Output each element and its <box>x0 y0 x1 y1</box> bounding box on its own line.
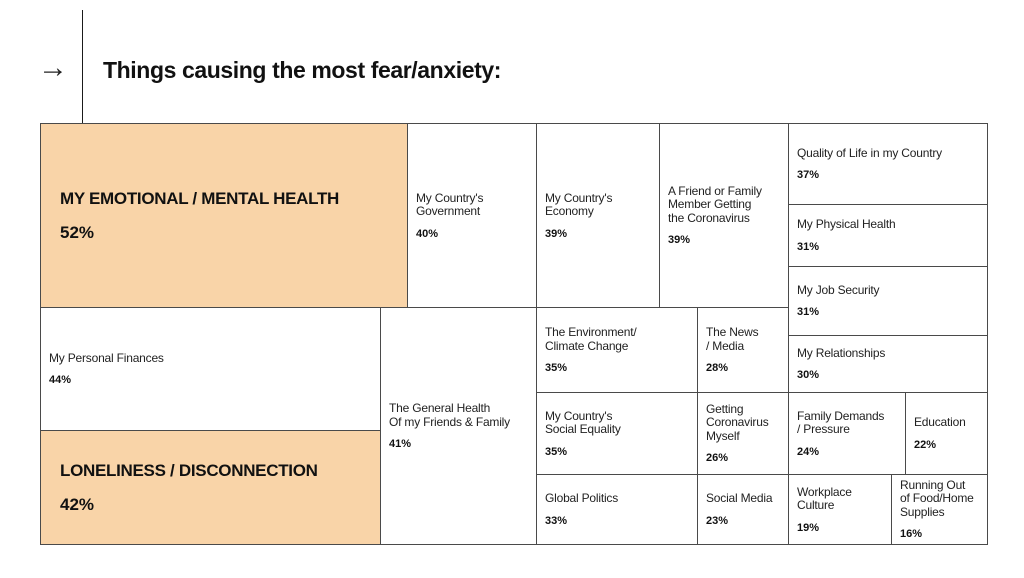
cell-value: 23% <box>706 514 729 527</box>
cell-label: The Environment/ Climate Change <box>545 325 637 353</box>
cell-value: 44% <box>49 374 72 387</box>
cell-value: 31% <box>797 240 820 253</box>
treemap-cell: Running Out of Food/Home Supplies 16% <box>891 474 988 545</box>
treemap-cell: The General Health Of my Friends & Famil… <box>380 307 537 545</box>
treemap-cell: Quality of Life in my Country 37% <box>788 123 988 205</box>
cell-value: 42% <box>60 494 95 514</box>
cell-value: 26% <box>706 452 729 465</box>
cell-label: LONELINESS / DISCONNECTION <box>60 460 318 480</box>
cell-label: My Country's Government <box>416 190 484 218</box>
treemap-cell: My Country's Government 40% <box>407 123 537 308</box>
arrow-right-icon: → <box>38 51 68 84</box>
cell-label: Global Politics <box>545 491 619 506</box>
cell-value: 16% <box>900 528 923 541</box>
cell-value: 31% <box>797 306 820 319</box>
cell-value: 28% <box>706 362 729 374</box>
treemap-cell: My Country's Social Equality 35% <box>536 392 698 475</box>
treemap-cell: Family Demands / Pressure 24% <box>788 392 906 475</box>
cell-label: My Relationships <box>797 345 886 360</box>
treemap-cell: LONELINESS / DISCONNECTION 42% <box>40 430 381 545</box>
cell-label: My Country's Economy <box>545 190 613 218</box>
cell-label: Family Demands / Pressure <box>797 408 885 436</box>
cell-value: 41% <box>389 438 412 450</box>
cell-label: MY EMOTIONAL / MENTAL HEALTH <box>60 188 340 208</box>
treemap-cell: My Physical Health 31% <box>788 204 988 267</box>
cell-value: 33% <box>545 514 568 527</box>
cell-value: 37% <box>797 169 820 182</box>
cell-label: Education <box>914 415 966 430</box>
treemap-cell: Workplace Culture 19% <box>788 474 892 545</box>
cell-value: 52% <box>60 222 95 242</box>
cell-label: The General Health Of my Friends & Famil… <box>389 401 510 429</box>
treemap-cell: My Country's Economy 39% <box>536 123 660 308</box>
cell-label: My Personal Finances <box>49 350 164 365</box>
divider-line <box>82 10 83 124</box>
cell-label: Social Media <box>706 491 773 506</box>
cell-value: 35% <box>545 362 568 374</box>
cell-label: The News / Media <box>706 325 759 353</box>
cell-value: 19% <box>797 521 820 534</box>
cell-value: 40% <box>416 227 439 240</box>
cell-value: 22% <box>914 438 937 451</box>
cell-label: Quality of Life in my Country <box>797 145 942 160</box>
cell-label: My Country's Social Equality <box>545 408 621 436</box>
cell-label: My Physical Health <box>797 217 896 232</box>
treemap-cell: My Relationships 30% <box>788 335 988 393</box>
treemap-cell: Global Politics 33% <box>536 474 698 545</box>
cell-label: Running Out of Food/Home Supplies <box>900 477 974 519</box>
cell-value: 30% <box>797 369 820 382</box>
treemap-cell: My Personal Finances 44% <box>40 307 381 431</box>
treemap-cell: The Environment/ Climate Change 35% <box>536 307 698 393</box>
treemap-cell: Getting Coronavirus Myself 26% <box>697 392 789 475</box>
cell-label: Getting Coronavirus Myself <box>706 401 769 443</box>
cell-label: A Friend or Family Member Getting the Co… <box>668 183 762 225</box>
cell-value: 39% <box>545 227 568 240</box>
cell-value: 39% <box>668 234 691 247</box>
cell-value: 35% <box>545 445 568 458</box>
treemap-cell: A Friend or Family Member Getting the Co… <box>659 123 789 308</box>
treemap-cell: The News / Media 28% <box>697 307 789 393</box>
cell-value: 24% <box>797 445 820 458</box>
cell-label: My Job Security <box>797 282 880 297</box>
treemap-cell: My Job Security 31% <box>788 266 988 336</box>
treemap-cell: Education 22% <box>905 392 988 475</box>
treemap-cell: Social Media 23% <box>697 474 789 545</box>
chart-title: Things causing the most fear/anxiety: <box>103 57 502 83</box>
treemap-cell: MY EMOTIONAL / MENTAL HEALTH 52% <box>40 123 408 308</box>
cell-label: Workplace Culture <box>797 484 852 512</box>
